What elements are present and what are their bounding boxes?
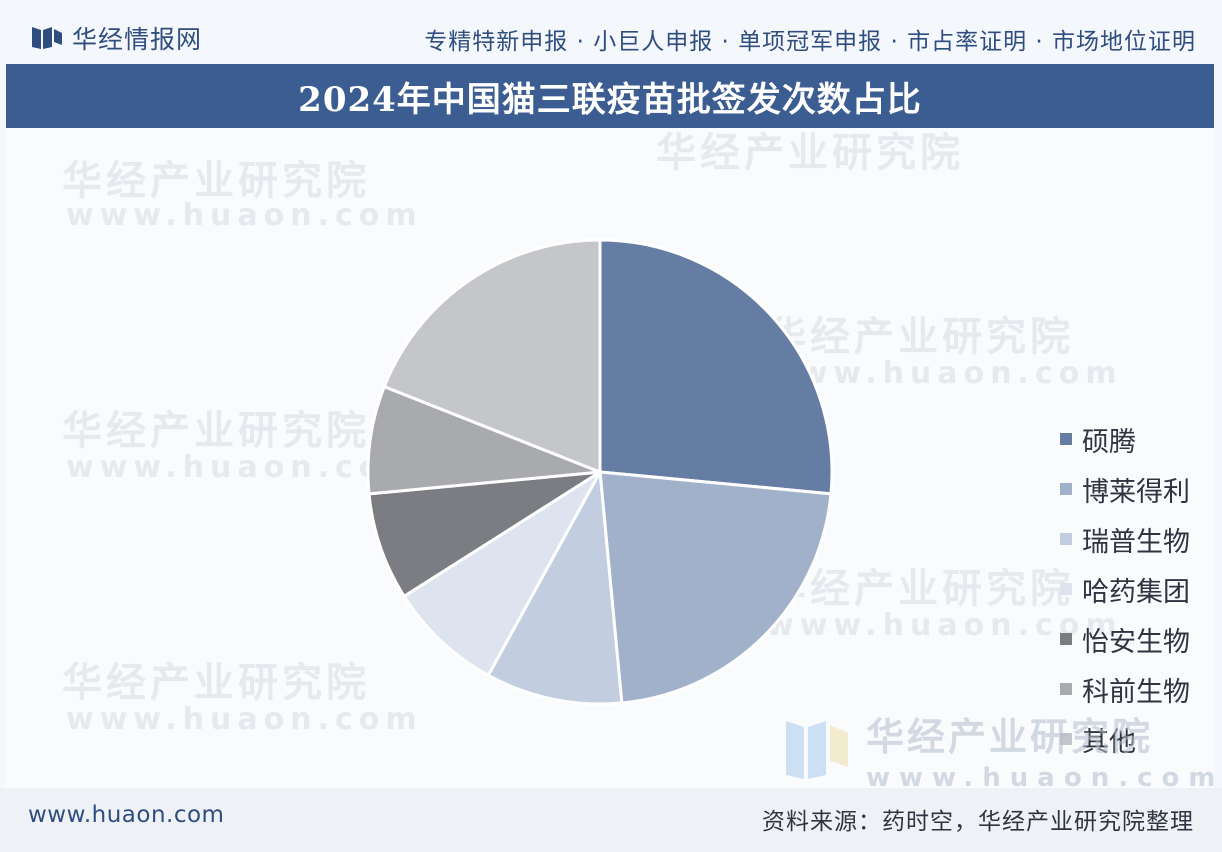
legend-swatch (1060, 633, 1072, 645)
footer-url[interactable]: www.huaon.com (28, 802, 225, 828)
chart-area: 华经产业研究院 www.huaon.com 华经产业研究院 华经产业研究院 ww… (6, 128, 1215, 793)
services-list: 专精特新申报 · 小巨人申报 · 单项冠军申报 · 市占率证明 · 市场地位证明 (424, 29, 1196, 55)
legend-label: 硕腾 (1082, 426, 1136, 458)
chart-title: 2024年中国猫三联疫苗批签发次数占比 (298, 79, 922, 120)
legend-item[interactable]: 硕腾 (1060, 414, 1190, 464)
pie-slice-1[interactable] (598, 238, 834, 496)
legend-swatch (1060, 733, 1072, 745)
legend-item[interactable]: 博莱得利 (1060, 464, 1190, 514)
legend-swatch (1060, 433, 1072, 445)
brand-name: 华经情报网 (72, 25, 203, 54)
pie-slice-4[interactable] (402, 470, 602, 678)
legend-label: 科前生物 (1082, 676, 1190, 708)
pie-slice-7[interactable] (382, 238, 602, 475)
brand-logo-icon (32, 25, 62, 51)
footer-source: 资料来源：药时空，华经产业研究院整理 (762, 809, 1194, 835)
watermark-logo-icon (786, 717, 848, 783)
legend-swatch (1060, 583, 1072, 595)
chart-legend: 硕腾博莱得利瑞普生物哈药集团怡安生物科前生物其他 (1060, 414, 1190, 764)
legend-label: 博莱得利 (1082, 476, 1190, 508)
legend-swatch (1060, 483, 1072, 495)
footer: www.huaon.com 资料来源：药时空，华经产业研究院整理 (0, 788, 1222, 852)
legend-swatch (1060, 683, 1072, 695)
watermark-logo-block: 华经产业研究院 www.huaon.com (786, 706, 1222, 793)
legend-label: 怡安生物 (1082, 626, 1190, 658)
pie-chart (366, 238, 834, 706)
legend-swatch (1060, 533, 1072, 545)
title-bar: 2024年中国猫三联疫苗批签发次数占比 (6, 64, 1214, 128)
pie-slice-6[interactable] (366, 384, 601, 496)
pie-slice-2[interactable] (598, 470, 833, 705)
legend-item[interactable]: 瑞普生物 (1060, 514, 1190, 564)
legend-label: 其他 (1082, 726, 1136, 758)
legend-item[interactable]: 其他 (1060, 714, 1190, 764)
top-header: 华经情报网 专精特新申报 · 小巨人申报 · 单项冠军申报 · 市占率证明 · … (0, 0, 1222, 64)
brand[interactable]: 华经情报网 (32, 20, 202, 56)
legend-item[interactable]: 哈药集团 (1060, 564, 1190, 614)
legend-item[interactable]: 科前生物 (1060, 664, 1190, 714)
legend-item[interactable]: 怡安生物 (1060, 614, 1190, 664)
watermark-logo-text: 华经产业研究院 (866, 715, 1154, 759)
pie-slice-5[interactable] (367, 470, 601, 599)
legend-label: 瑞普生物 (1082, 526, 1190, 558)
legend-label: 哈药集团 (1082, 576, 1190, 608)
pie-slice-3[interactable] (486, 467, 624, 706)
